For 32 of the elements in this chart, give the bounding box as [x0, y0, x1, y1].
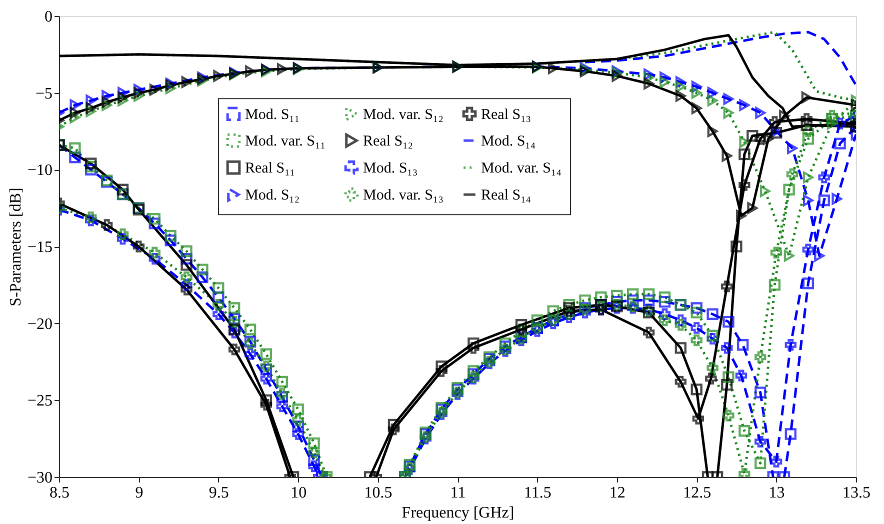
legend-label: Real S₁₁: [245, 160, 296, 177]
y-tick-label: −15: [27, 239, 52, 256]
legend-label: Mod. S₁₃: [363, 160, 418, 177]
x-tick-label: 12: [609, 484, 626, 502]
legend-label: Mod. var. S₁₁: [245, 134, 326, 150]
x-tick-label: 11: [450, 484, 466, 502]
x-tick-label: 13: [768, 484, 785, 502]
legend-label: Real S₁₂: [363, 134, 414, 150]
x-tick-label: 10: [290, 484, 307, 502]
x-tick-label: 10.5: [364, 484, 392, 502]
legend-label: Mod. var. S₁₄: [481, 160, 562, 177]
y-tick-label: −10: [27, 162, 52, 180]
y-tick-label: −5: [35, 85, 52, 102]
y-tick-label: −25: [27, 392, 52, 410]
y-tick-label: −20: [27, 316, 52, 333]
legend-label: Real S₁₃: [481, 106, 532, 123]
legend-label: Mod. S₁₄: [481, 134, 536, 150]
legend-label: Mod. var. S₁₃: [363, 188, 444, 204]
legend-label: Mod. S₁₂: [245, 188, 300, 204]
x-tick-label: 11.5: [524, 484, 552, 502]
x-tick-label: 9.5: [208, 484, 229, 502]
y-tick-label: 0: [44, 8, 52, 26]
y-axis-title: S-Parameters [dB]: [7, 188, 24, 306]
x-tick-label: 12.5: [683, 484, 712, 502]
x-tick-label: 13.5: [842, 484, 870, 502]
legend-label: Mod. var. S₁₂: [363, 106, 444, 123]
legend-label: Mod. S₁₁: [245, 106, 300, 123]
legend-label: Real S₁₄: [481, 188, 532, 204]
y-tick-label: −30: [27, 470, 52, 486]
x-tick-label: 9: [135, 484, 144, 502]
x-tick-label: 8.5: [50, 484, 70, 502]
x-axis-title: Frequency [GHz]: [402, 504, 514, 522]
